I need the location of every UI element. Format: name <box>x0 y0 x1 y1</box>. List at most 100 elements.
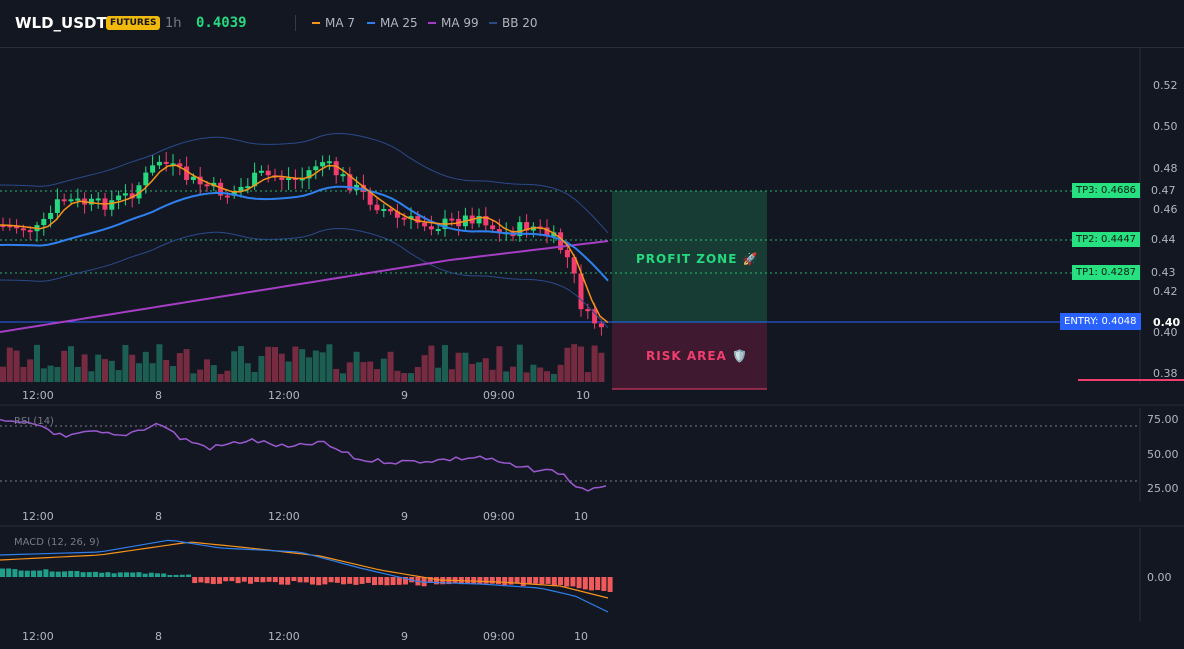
candle-body <box>14 225 20 229</box>
macd-histogram-bar <box>328 577 334 583</box>
volume-bar <box>591 345 598 382</box>
legend-ma99-label: MA 99 <box>441 16 479 30</box>
candle-body <box>218 182 224 196</box>
volume-bar <box>442 345 448 382</box>
price-tick: 0.50 <box>1153 120 1178 133</box>
bollinger-upper <box>0 132 609 234</box>
volume-bar <box>61 350 68 382</box>
macd-histogram-bar <box>427 577 433 583</box>
macd-title[interactable]: MACD (12, 26, 9) <box>14 537 100 548</box>
macd-histogram-bar <box>564 577 570 587</box>
risk-area <box>612 323 767 389</box>
volume-bar <box>380 358 387 382</box>
tp1-label[interactable]: TP1: 0.4287 <box>1072 265 1141 280</box>
candle-body <box>598 323 604 328</box>
legend-ma99[interactable]: MA 99 <box>428 16 479 30</box>
macd-histogram-bar <box>316 577 322 586</box>
volume-bar <box>40 368 47 382</box>
candle-body <box>367 191 373 205</box>
tp2-price-tag: 0.44 <box>1151 233 1176 246</box>
candle-body <box>374 204 380 211</box>
volume-bar <box>272 347 278 382</box>
candle-body <box>7 225 13 228</box>
entry-label[interactable]: ENTRY: 0.4048 <box>1060 313 1141 330</box>
volume-bar <box>102 359 108 382</box>
macd-histogram-bar <box>80 572 86 577</box>
time-tick: 10 <box>574 510 588 523</box>
ma7-line <box>0 164 609 324</box>
tp2-label[interactable]: TP2: 0.4447 <box>1072 232 1141 247</box>
timeframe-label[interactable]: 1h <box>165 16 182 31</box>
macd-histogram-bar <box>167 574 173 577</box>
candle-body <box>544 227 550 237</box>
volume-bar <box>170 366 176 382</box>
candle-body <box>578 273 584 310</box>
volume-bar <box>265 346 272 382</box>
volume-bar <box>340 373 346 382</box>
legend-bb20[interactable]: BB 20 <box>489 16 538 30</box>
macd-histogram-bar <box>539 577 545 585</box>
candle-body <box>150 165 156 173</box>
volume-bar <box>20 366 27 382</box>
candle-body <box>258 170 264 173</box>
macd-histogram-bar <box>43 569 49 577</box>
candle-body <box>320 162 326 167</box>
candle-body <box>88 198 94 205</box>
macd-histogram-bar <box>279 577 284 585</box>
macd-histogram-bar <box>403 577 408 585</box>
volume-bar <box>469 363 476 382</box>
rsi-title[interactable]: RSI (14) <box>14 416 54 427</box>
price-tick: 0.42 <box>1153 285 1178 298</box>
candle-body <box>95 198 101 201</box>
volume-bar <box>299 349 306 382</box>
macd-histogram-bar <box>217 577 222 584</box>
symbol-name[interactable]: WLD_USDT <box>15 14 107 32</box>
candle-body <box>571 257 577 274</box>
macd-tick: 0.00 <box>1147 571 1172 584</box>
tp1-price-tag: 0.43 <box>1151 266 1176 279</box>
time-tick: 09:00 <box>483 389 515 402</box>
macd-histogram-bar <box>508 577 514 585</box>
volume-bar <box>285 361 292 382</box>
volume-bar <box>346 362 353 382</box>
volume-bar <box>489 369 496 382</box>
entry-text: ENTRY: 0.4048 <box>1064 316 1137 327</box>
macd-histogram-bar <box>49 571 55 577</box>
volume-bar <box>421 355 428 382</box>
volume-bar <box>251 371 258 382</box>
macd-signal-line <box>0 541 609 599</box>
price-tick: 0.46 <box>1153 203 1178 216</box>
legend-ma7[interactable]: MA 7 <box>312 16 355 30</box>
volume-bar <box>13 350 20 382</box>
price-tick: 0.48 <box>1153 162 1178 175</box>
time-tick: 9 <box>401 510 408 523</box>
tp3-label[interactable]: TP3: 0.4686 <box>1072 183 1141 198</box>
macd-histogram-bar <box>489 577 495 584</box>
macd-histogram-bar <box>434 577 439 585</box>
volume-bar <box>183 349 190 382</box>
candle-body <box>428 226 434 230</box>
macd-histogram-bar <box>62 571 67 577</box>
macd-histogram-bar <box>471 577 477 584</box>
macd-histogram-bar <box>378 577 384 585</box>
time-tick: 8 <box>155 630 162 643</box>
candle-body <box>245 186 251 189</box>
macd-histogram-bar <box>396 577 402 585</box>
macd-histogram-bar <box>558 577 563 585</box>
candle-body <box>435 229 441 232</box>
macd-histogram-bar <box>186 574 191 577</box>
volume-bar <box>353 351 360 382</box>
candle-body <box>279 177 285 180</box>
macd-histogram-bar <box>322 577 328 585</box>
macd-histogram-bar <box>161 573 167 577</box>
macd-histogram-bar <box>390 577 396 585</box>
time-tick: 12:00 <box>268 389 300 402</box>
volume-bar <box>204 359 210 382</box>
candle-body <box>197 176 203 185</box>
time-tick: 10 <box>574 630 588 643</box>
macd-histogram-bar <box>260 577 266 583</box>
candle-body <box>27 230 33 233</box>
volume-bar <box>374 369 380 382</box>
legend-ma25[interactable]: MA 25 <box>367 16 418 30</box>
